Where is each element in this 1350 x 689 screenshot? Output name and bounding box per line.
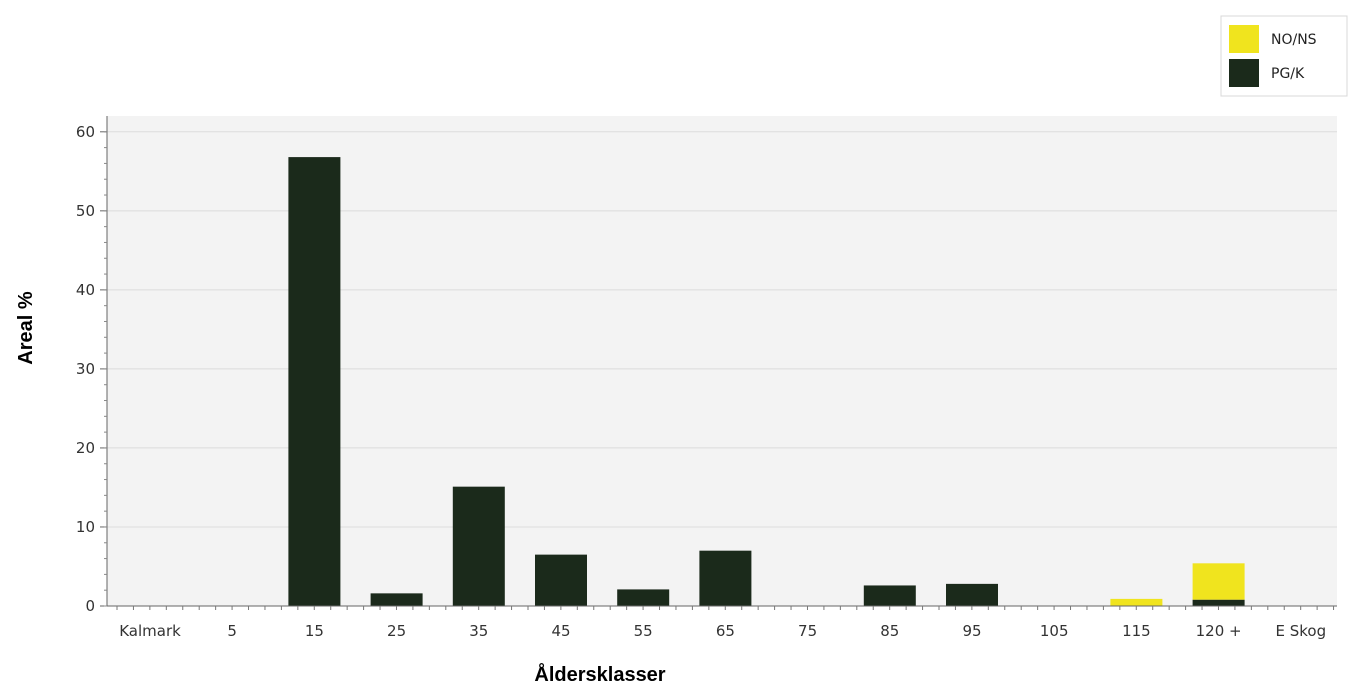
x-tick-label: 65 <box>716 622 735 640</box>
y-tick-label: 10 <box>76 518 95 536</box>
bar-pg-k <box>1192 599 1245 606</box>
x-tick-label: 115 <box>1122 622 1151 640</box>
x-tick-label: 120 + <box>1196 622 1242 640</box>
x-tick-label: 5 <box>227 622 237 640</box>
y-tick-label: 20 <box>76 439 95 457</box>
bar-pg-k <box>535 554 587 606</box>
x-tick-label: E Skog <box>1275 622 1326 640</box>
x-tick-label: 15 <box>305 622 324 640</box>
bar-pg-k <box>452 486 505 606</box>
y-tick-label: 0 <box>85 597 95 615</box>
bar-no-ns <box>1192 563 1245 600</box>
legend-label-pg-k: PG/K <box>1271 66 1305 82</box>
bar-pg-k <box>863 585 916 606</box>
x-tick-label: 55 <box>634 622 653 640</box>
x-tick-label: 85 <box>880 622 899 640</box>
x-tick-label: 35 <box>469 622 488 640</box>
y-axis-title: Areal % <box>15 291 37 365</box>
bar-pg-k <box>288 157 341 606</box>
legend-label-no-ns: NO/NS <box>1271 32 1317 48</box>
y-tick-label: 40 <box>76 281 95 299</box>
x-axis-title: Åldersklasser <box>534 662 665 686</box>
bar-pg-k <box>699 550 752 606</box>
y-tick-label: 50 <box>76 202 95 220</box>
y-axis-ticks: 0 10 20 30 40 50 60 <box>76 123 107 615</box>
x-tick-label: 95 <box>962 622 981 640</box>
y-tick-label: 60 <box>76 123 95 141</box>
x-tick-label: 45 <box>551 622 570 640</box>
bar-pg-k <box>946 583 998 606</box>
legend: NO/NS PG/K <box>1220 15 1348 97</box>
legend-swatch-pg-k <box>1229 59 1259 87</box>
x-tick-label: 25 <box>387 622 406 640</box>
legend-swatch-no-ns <box>1229 25 1259 53</box>
bar-pg-k <box>617 589 670 606</box>
y-tick-label: 30 <box>76 360 95 378</box>
x-tick-label: 75 <box>798 622 817 640</box>
x-tick-label: 105 <box>1040 622 1069 640</box>
bar-pg-k <box>370 593 423 606</box>
x-tick-label: Kalmark <box>119 622 181 640</box>
x-axis-ticks: Kalmark 5 15 25 35 45 55 65 75 85 95 105 115 120 + E S… <box>116 606 1335 640</box>
bar-no-ns <box>1110 598 1163 606</box>
bars <box>288 157 1245 606</box>
